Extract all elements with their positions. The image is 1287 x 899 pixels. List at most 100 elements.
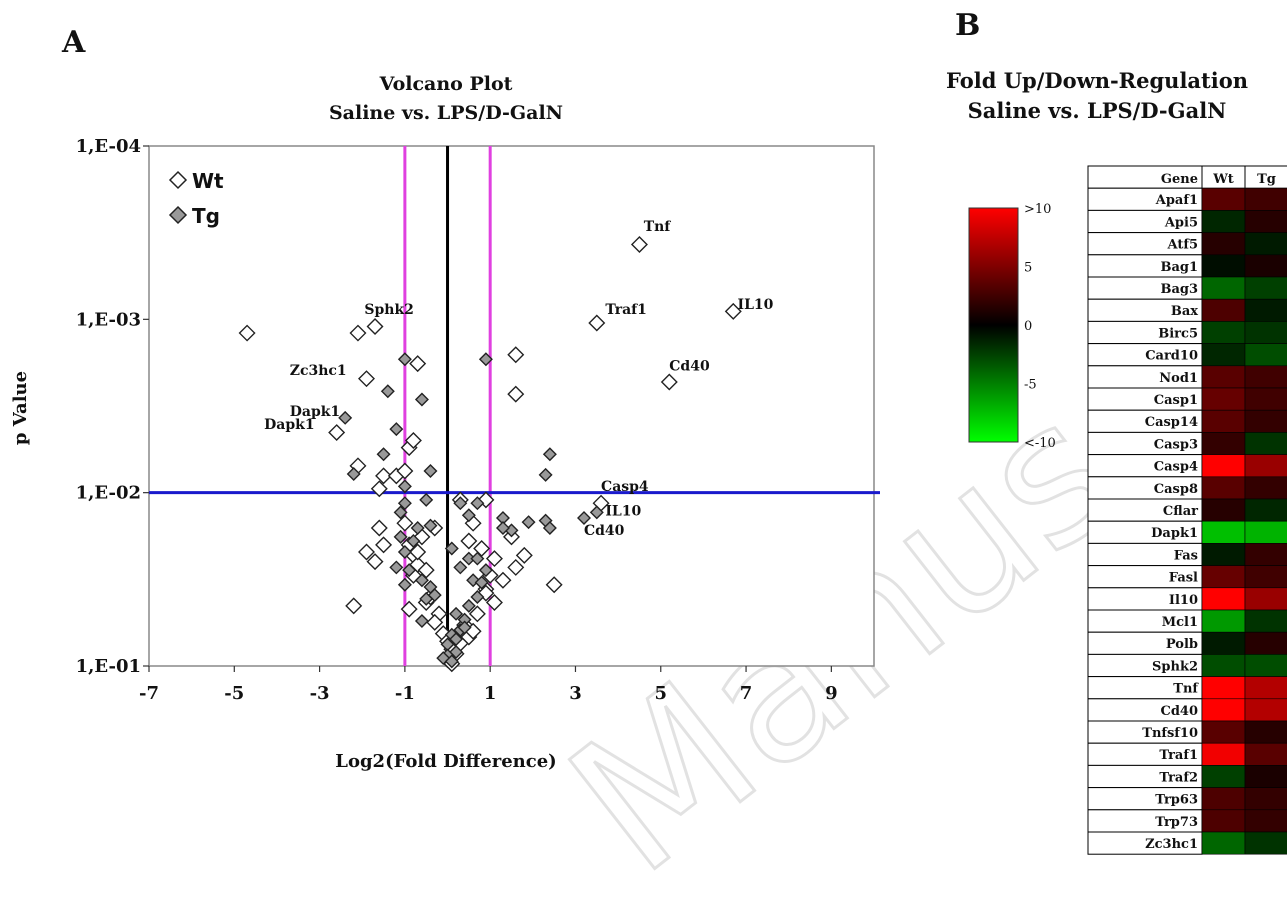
heatmap-column-label: Wt [1212,172,1234,187]
heatmap-cell [1201,631,1246,655]
annotation-label: Tnf [644,219,672,235]
y-tick-label: 1,E-01 [76,656,141,677]
panel-letter-a: A [61,25,86,60]
x-tick-label: -7 [139,683,159,704]
point-wt [375,467,393,485]
heatmap-cell [1201,676,1246,700]
volcano-title-line-2: Saline vs. LPS/D-GalN [329,102,563,124]
heatmap-cell [1244,210,1287,233]
heatmap-cell [1201,543,1246,566]
heatmap-cell [1244,387,1287,411]
heatmap-column-label: Tg [1257,172,1276,187]
heatmap-title-line-2: Saline vs. LPS/D-GalN [968,98,1227,123]
point-tg [444,541,459,556]
heatmap-gene-label: Casp3 [1154,437,1198,452]
panel-letter-b: B [955,8,980,43]
heatmap-gene-label: Zc3hc1 [1145,837,1198,852]
heatmap-gene-label: Birc5 [1158,326,1198,341]
point-wt [545,576,563,594]
point-tg [393,505,408,520]
heatmap-cell [1201,654,1246,677]
point-tg [444,654,459,669]
heatmap-header-gene: Gene [1161,172,1198,187]
point-tg [397,479,412,494]
point-tg [449,606,464,621]
annotation-label: Sphk2 [364,302,414,318]
point-tg [414,614,429,628]
point-wt [485,593,503,611]
point-wt [485,550,503,568]
point-wt [409,543,427,561]
colorbar [968,207,1019,443]
point-wt [460,532,478,550]
plot-area [148,145,875,667]
heatmap-cell [1201,720,1246,744]
heatmap-cell [1244,831,1287,855]
heatmap-cell [1201,609,1246,633]
point-wt [349,324,367,342]
point-tg [397,545,412,560]
heatmap-cell [1244,321,1287,344]
point-tg [470,496,485,511]
point-tg [427,588,442,603]
point-tg [453,560,468,575]
heatmap-gene-label: Cd40 [1160,704,1198,719]
heatmap-cell [1201,298,1246,322]
point-wt [630,235,648,253]
point-wt [358,370,375,388]
point-wt [507,346,525,364]
x-axis-label: Log2(Fold Difference) [335,751,556,772]
point-tg [470,590,485,605]
heatmap-cell [1244,498,1287,522]
heatmap-cell [1201,276,1246,300]
legend-marker-wt [168,170,188,190]
colorbar-label: -5 [1024,378,1037,393]
y-tick-label: 1,E-03 [76,309,141,330]
point-tg [346,466,361,481]
legend-label-tg: Tg [192,204,220,228]
point-wt [409,355,427,373]
point-tg [577,511,591,525]
heatmap-cell [1244,565,1287,589]
point-tg [474,575,489,590]
heatmap-cell [1201,210,1246,233]
heatmap-cell [1244,298,1287,322]
heatmap-cell [1244,454,1287,478]
heatmap-cell [1244,787,1287,811]
point-wt [413,528,431,546]
heatmap-cell [1201,765,1246,788]
x-tick-label: 9 [825,683,838,704]
heatmap-cell [1244,343,1287,367]
x-tick-label: -1 [395,683,415,704]
legend: Wt Tg [168,169,224,228]
heatmap-gene-label: Tnfsf10 [1142,726,1198,741]
heatmap-cell [1244,254,1287,278]
point-tg [389,422,404,437]
heatmap-gene-label: Card10 [1145,349,1198,364]
point-wt [328,424,346,442]
heatmap-cell [1244,809,1287,833]
heatmap-gene-label: Casp14 [1145,415,1198,430]
y-axis-label: p Value [10,371,31,445]
legend-label-wt: Wt [192,169,224,193]
point-tg [461,598,476,613]
point-tg [478,563,493,578]
point-wt [238,324,256,342]
point-tg [436,651,451,666]
point-tg [402,563,417,578]
heatmap-panel: B Fold Up/Down-Regulation Saline vs. LPS… [946,8,1287,855]
heatmap-cell [1201,187,1246,211]
heatmap-gene-label: Apaf1 [1155,193,1198,208]
point-tg [470,551,485,566]
point-tg [338,410,353,425]
heatmap-gene-label: Il10 [1169,593,1198,608]
annotation-label: Dapk1 [290,404,340,420]
heatmap-gene-label: Fasl [1169,571,1198,586]
point-wt [588,314,606,332]
point-tg [406,533,421,548]
point-tg [453,496,468,511]
heatmap-cell [1244,543,1287,566]
point-wt [660,373,678,391]
point-tg [542,521,557,536]
point-tg [414,573,429,588]
